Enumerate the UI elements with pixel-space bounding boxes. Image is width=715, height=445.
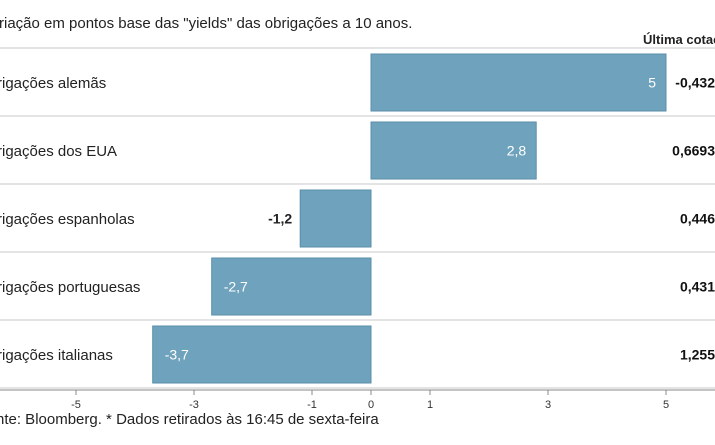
- last-quote-header: Última cotaç: [643, 32, 715, 47]
- value-label: 5: [648, 75, 656, 91]
- bar: [299, 189, 372, 248]
- x-tick-label: -5: [71, 399, 81, 411]
- category-label: rigações portuguesas: [0, 279, 140, 296]
- chart-title: riação em pontos base das "yields" das o…: [0, 15, 413, 32]
- last-quote-value: 0,446: [680, 211, 715, 227]
- last-quote-value: 1,255: [680, 347, 715, 363]
- last-quote-value: 0,431: [680, 279, 715, 295]
- x-tick-label: -3: [189, 399, 199, 411]
- category-label: rigações italianas: [0, 347, 113, 364]
- category-label: rigações espanholas: [0, 211, 135, 228]
- bar: [370, 53, 667, 112]
- value-label: -2,7: [224, 279, 248, 295]
- value-label: -3,7: [165, 347, 189, 363]
- value-label: -1,2: [268, 211, 292, 227]
- x-tick-label: 5: [663, 399, 669, 411]
- x-tick-label: 1: [427, 399, 433, 411]
- x-tick-label: 0: [368, 399, 374, 411]
- category-label: rigações alemãs: [0, 75, 106, 92]
- bar: [152, 325, 372, 384]
- bar: [370, 121, 537, 180]
- x-tick-label: -1: [307, 399, 317, 411]
- last-quote-value: -0,432: [675, 75, 715, 91]
- value-label: 2,8: [507, 143, 527, 159]
- category-label: rigações dos EUA: [0, 143, 117, 160]
- source-footnote: nte: Bloomberg. * Dados retirados às 16:…: [0, 411, 379, 428]
- last-quote-value: 0,6693: [672, 143, 715, 159]
- x-tick-label: 3: [545, 399, 551, 411]
- bar: [211, 257, 372, 316]
